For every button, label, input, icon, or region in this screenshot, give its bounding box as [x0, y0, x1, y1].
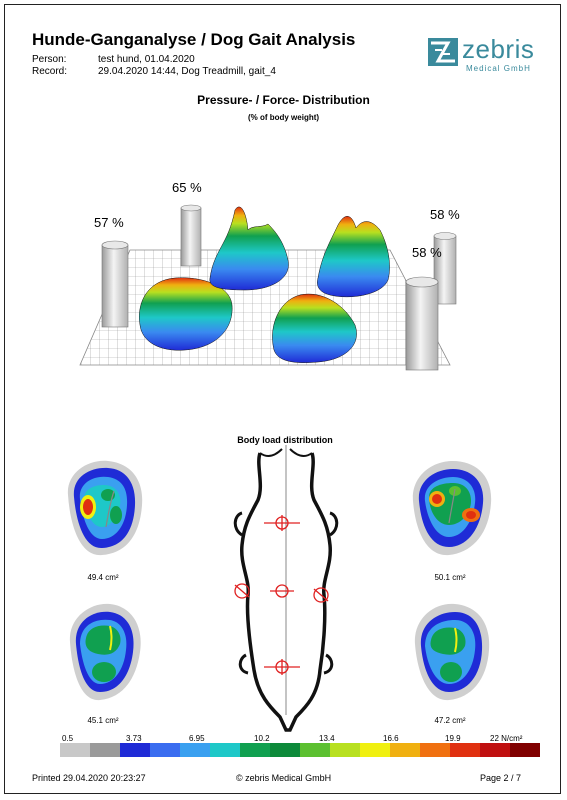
color-scale-segment: [210, 743, 240, 757]
footprint-rear-right: [414, 603, 490, 701]
weight-front-right: 65 %: [172, 180, 202, 195]
scale-tick-3: 10.2: [254, 734, 270, 743]
footer-page: Page 2 / 7: [480, 773, 522, 783]
person-value: test hund, 01.04.2020: [98, 54, 195, 65]
pressure-3d-plot: [79, 204, 457, 371]
front-left-cylinder: [101, 240, 129, 328]
front-right-cylinder: [405, 276, 439, 371]
page-frame: [4, 4, 561, 794]
record-value: 29.04.2020 14:44, Dog Treadmill, gait_4: [98, 66, 276, 77]
pressure-mound-rear-left: [317, 216, 390, 298]
body-outline: [240, 452, 332, 732]
scale-tick-5: 16.6: [383, 734, 399, 743]
color-scale-segment: [90, 743, 120, 757]
scale-tick-1: 3.73: [126, 734, 142, 743]
color-scale-segment: [510, 743, 540, 757]
page-title: Hunde-Ganganalyse / Dog Gait Analysis: [32, 30, 356, 49]
scale-tick-7: 22 N/cm²: [490, 734, 523, 743]
color-scale-segment: [480, 743, 510, 757]
color-scale-segment: [330, 743, 360, 757]
color-scale-segment: [240, 743, 270, 757]
color-scale-segment: [150, 743, 180, 757]
color-scale-segment: [360, 743, 390, 757]
zebris-logo: zebris Medical GmbH: [428, 34, 538, 78]
weight-rear-left: 58 %: [412, 245, 442, 260]
scale-tick-2: 6.95: [189, 734, 205, 743]
body-load-diagram: [233, 445, 339, 732]
record-row: Record: 29.04.2020 14:44, Dog Treadmill, …: [32, 66, 276, 77]
pressure-mound-rear-right: [209, 206, 289, 291]
color-scale-segment: [270, 743, 300, 757]
pressure-mound-front-left: [139, 277, 233, 351]
color-scale-bar: [60, 743, 540, 757]
color-scale-segment: [120, 743, 150, 757]
color-scale-segment: [180, 743, 210, 757]
area-rear-right: 47.2 cm²: [434, 716, 466, 725]
area-front-right: 50.1 cm²: [434, 573, 466, 582]
scale-tick-4: 13.4: [319, 734, 335, 743]
section-title: Pressure- / Force- Distribution: [197, 93, 370, 107]
record-label: Record:: [32, 66, 68, 77]
logo-subtitle: Medical GmbH: [466, 64, 531, 73]
footprint-front-left: [67, 460, 143, 556]
footprint-front-right: [412, 461, 492, 556]
color-scale-segment: [60, 743, 90, 757]
scale-tick-0: 0.5: [62, 734, 74, 743]
logo-word: zebris: [462, 34, 535, 64]
load-markers: [234, 515, 329, 675]
footprint-rear-left: [69, 603, 141, 701]
area-front-left: 49.4 cm²: [87, 573, 119, 582]
color-scale-segment: [300, 743, 330, 757]
color-scale-segment: [390, 743, 420, 757]
person-label: Person:: [32, 54, 67, 65]
color-scale-segment: [420, 743, 450, 757]
scale-tick-6: 19.9: [445, 734, 461, 743]
footer-copyright: © zebris Medical GmbH: [236, 773, 332, 783]
body-load-title: Body load distribution: [237, 435, 333, 445]
person-row: Person: test hund, 01.04.2020: [32, 54, 195, 65]
area-rear-left: 45.1 cm²: [87, 716, 119, 725]
rear-left-cylinder: [433, 232, 457, 305]
section-subtitle: (% of body weight): [247, 113, 320, 122]
footer-printed: Printed 29.04.2020 20:23:27: [32, 773, 146, 783]
color-scale-segment: [450, 743, 480, 757]
weight-rear-right: 58 %: [430, 207, 460, 222]
pressure-mound-front-right: [272, 293, 357, 363]
zebris-mark-icon: [428, 38, 458, 66]
weight-front-left: 57 %: [94, 215, 124, 230]
rear-right-cylinder: [180, 204, 202, 267]
